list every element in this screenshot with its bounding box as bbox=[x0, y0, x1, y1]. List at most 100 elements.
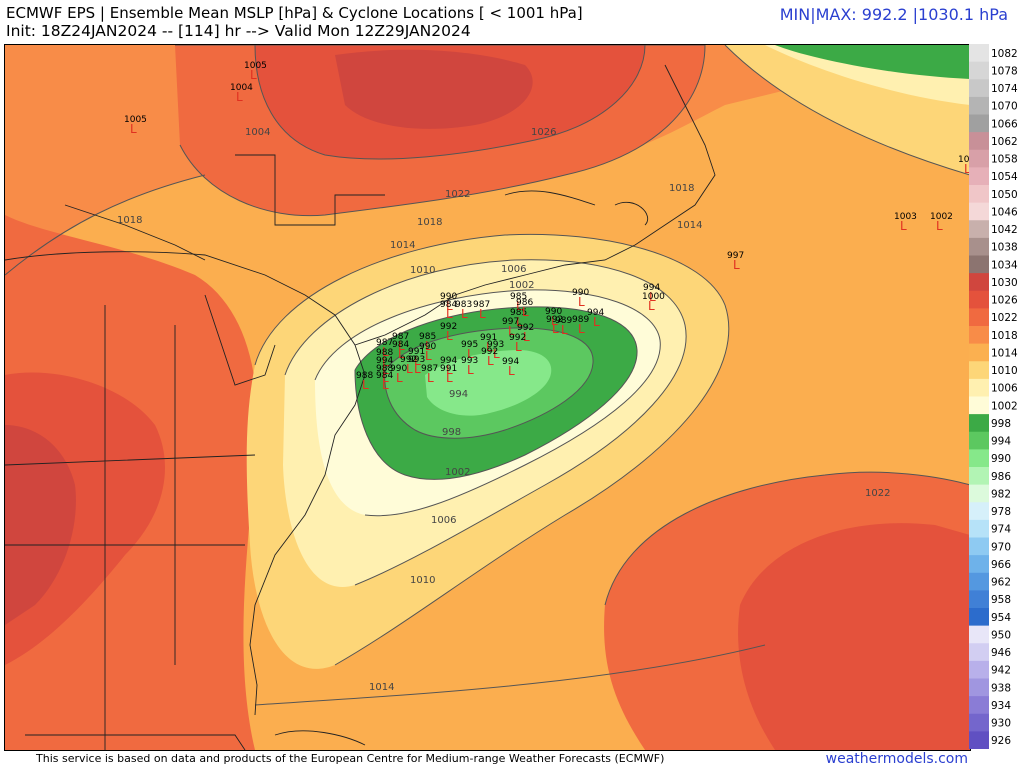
colorbar-swatch bbox=[969, 343, 989, 362]
low-symbol: L bbox=[551, 314, 558, 328]
cyclone-pressure-label: 991 bbox=[480, 333, 497, 343]
colorbar-label: 1058 bbox=[991, 154, 1018, 166]
low-symbol: L bbox=[578, 295, 585, 309]
low-symbol: L bbox=[414, 354, 421, 368]
colorbar-swatch bbox=[969, 326, 989, 345]
isobar-label: 1022 bbox=[865, 488, 890, 499]
colorbar-swatch bbox=[969, 572, 989, 591]
field-1026-se bbox=[738, 523, 970, 750]
colorbar-swatch bbox=[969, 519, 989, 538]
field-1030-west bbox=[5, 425, 76, 625]
colorbar-swatch bbox=[969, 484, 989, 503]
colorbar-swatch bbox=[969, 308, 989, 327]
low-symbol: L bbox=[649, 290, 656, 304]
colorbar-swatch bbox=[969, 273, 989, 292]
cyclone-pressure-label: 993 bbox=[487, 340, 504, 350]
colorbar-swatch bbox=[969, 185, 989, 204]
colorbar-label: 1066 bbox=[991, 118, 1018, 130]
min-max-readout: MIN|MAX: 992.2 |1030.1 hPa bbox=[779, 5, 1008, 24]
cyclone-pressure-label: 990 bbox=[440, 292, 457, 302]
isobar-label: 1010 bbox=[410, 265, 435, 276]
colorbar-swatch bbox=[969, 431, 989, 450]
field-990-low bbox=[425, 350, 552, 416]
colorbar-label: 1022 bbox=[991, 312, 1018, 324]
low-symbol: L bbox=[522, 305, 529, 319]
cyclone-pressure-label: 989 bbox=[555, 316, 572, 326]
isobar-lines bbox=[5, 45, 970, 706]
cyclone-pressure-label: 1004 bbox=[230, 83, 253, 93]
cyclone-pressure-label: 997 bbox=[502, 317, 519, 327]
map-subtitle: Init: 18Z24JAN2024 -- [114] hr --> Valid… bbox=[6, 22, 471, 40]
colorbar-label: 986 bbox=[991, 471, 1011, 483]
cyclone-pressure-label: 990 bbox=[572, 288, 589, 298]
brand-link[interactable]: weathermodels.com bbox=[825, 751, 968, 767]
low-symbol: L bbox=[516, 315, 523, 329]
low-symbol: L bbox=[552, 322, 559, 336]
low-symbol: L bbox=[425, 349, 432, 363]
low-symbol: L bbox=[593, 315, 600, 329]
isobar-label: 1010 bbox=[410, 575, 435, 586]
colorbar-label: 1062 bbox=[991, 136, 1018, 148]
low-symbol: L bbox=[362, 378, 369, 392]
colorbar-label: 970 bbox=[991, 541, 1011, 553]
cyclone-pressure-label: 984 bbox=[392, 340, 409, 350]
colorbar-swatch bbox=[969, 678, 989, 697]
colorbar-label: 1046 bbox=[991, 206, 1018, 218]
colorbar-label: 1038 bbox=[991, 242, 1018, 254]
cyclone-pressure-label: 985 bbox=[510, 292, 527, 302]
colorbar-swatch bbox=[969, 643, 989, 662]
colorbar-swatch bbox=[969, 502, 989, 521]
cyclone-pressure-label: 1002 bbox=[930, 212, 953, 222]
colorbar-swatch bbox=[969, 167, 989, 186]
isobar-label: 1014 bbox=[369, 682, 394, 693]
colorbar-label: 1050 bbox=[991, 189, 1018, 201]
colorbar-swatch bbox=[969, 555, 989, 574]
low-symbol: L bbox=[427, 371, 434, 385]
colorbar-label: 1014 bbox=[991, 347, 1018, 359]
colorbar-swatch bbox=[969, 378, 989, 397]
colorbar-label: 990 bbox=[991, 453, 1011, 465]
cyclone-pressure-label: 991 bbox=[408, 347, 425, 357]
low-symbol: L bbox=[487, 354, 494, 368]
low-symbol: L bbox=[964, 162, 970, 176]
colorbar-label: 1018 bbox=[991, 330, 1018, 342]
cyclone-pressure-label: 992 bbox=[400, 355, 417, 365]
low-symbol: L bbox=[382, 371, 389, 385]
cyclone-pressure-label: 989 bbox=[572, 315, 589, 325]
low-symbol: L bbox=[561, 323, 568, 337]
isobar-label: 1006 bbox=[501, 264, 526, 275]
cyclone-pressure-label: 992 bbox=[546, 315, 563, 325]
colorbar-label: 974 bbox=[991, 524, 1011, 536]
colorbar-label: 1002 bbox=[991, 400, 1018, 412]
colorbar-label: 946 bbox=[991, 647, 1011, 659]
colorbar-swatch bbox=[969, 590, 989, 609]
low-symbol: L bbox=[382, 355, 389, 369]
cyclone-pressure-label: 983 bbox=[455, 300, 472, 310]
colorbar-swatch bbox=[969, 44, 989, 63]
colorbar-swatch bbox=[969, 467, 989, 486]
